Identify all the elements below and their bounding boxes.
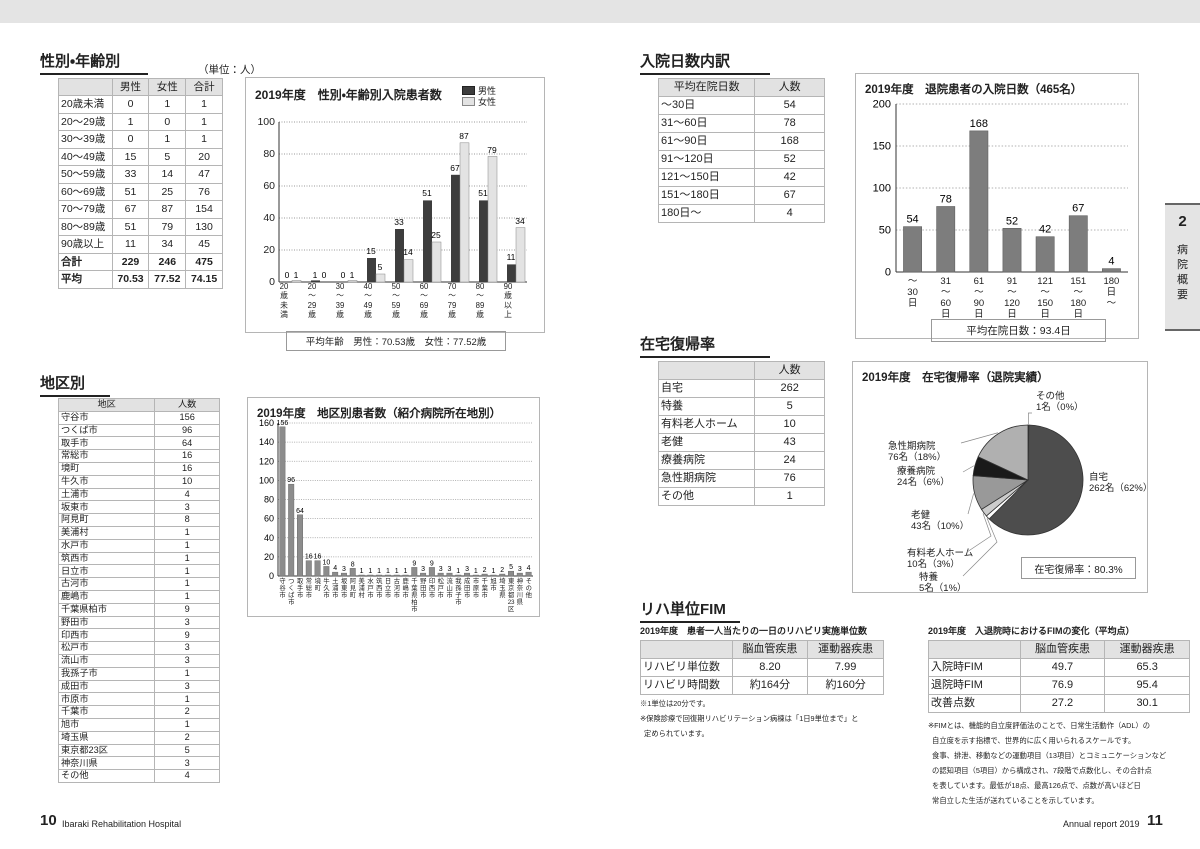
svg-text:64: 64 (296, 508, 304, 515)
svg-text:140: 140 (259, 437, 274, 447)
svg-text:33: 33 (394, 217, 404, 227)
svg-text:3: 3 (439, 566, 443, 573)
svg-text:2: 2 (500, 567, 504, 574)
svg-text:1: 1 (294, 270, 299, 280)
svg-text:3: 3 (465, 566, 469, 573)
svg-text:60: 60 (264, 514, 274, 524)
svg-text:5: 5 (509, 564, 513, 571)
svg-text:9: 9 (430, 560, 434, 567)
svg-text:25: 25 (431, 230, 441, 240)
svg-text:51: 51 (422, 188, 432, 198)
svg-text:1: 1 (313, 270, 318, 280)
svg-text:1: 1 (404, 568, 408, 575)
svg-text:4: 4 (527, 565, 531, 572)
svg-text:1: 1 (474, 568, 478, 575)
svg-text:100: 100 (873, 182, 891, 194)
svg-text:54: 54 (906, 213, 918, 225)
svg-text:60: 60 (263, 180, 275, 192)
svg-text:50: 50 (879, 224, 891, 236)
svg-text:2: 2 (483, 567, 487, 574)
svg-text:5: 5 (378, 262, 383, 272)
svg-text:0: 0 (341, 270, 346, 280)
svg-text:42: 42 (1039, 223, 1051, 235)
svg-text:1: 1 (360, 568, 364, 575)
svg-text:52: 52 (1006, 215, 1018, 227)
svg-text:40: 40 (263, 212, 275, 224)
svg-text:3: 3 (421, 566, 425, 573)
svg-text:100: 100 (257, 116, 275, 128)
svg-text:8: 8 (351, 561, 355, 568)
svg-text:40: 40 (264, 533, 274, 543)
svg-text:14: 14 (403, 247, 413, 257)
svg-text:1: 1 (491, 568, 495, 575)
svg-text:11: 11 (507, 252, 516, 262)
svg-text:168: 168 (970, 117, 988, 129)
svg-text:20: 20 (264, 552, 274, 562)
svg-text:3: 3 (342, 566, 346, 573)
svg-text:100: 100 (259, 475, 274, 485)
svg-text:160: 160 (259, 418, 274, 428)
svg-text:200: 200 (873, 98, 891, 110)
svg-text:16: 16 (305, 554, 313, 561)
svg-text:156: 156 (277, 420, 289, 427)
svg-text:20: 20 (283, 106, 292, 108)
svg-text:4: 4 (1108, 255, 1114, 267)
svg-text:3: 3 (448, 566, 452, 573)
svg-text:78: 78 (940, 193, 952, 205)
svg-text:0: 0 (285, 270, 290, 280)
svg-text:0: 0 (885, 266, 891, 278)
svg-text:96: 96 (287, 477, 295, 484)
svg-text:16: 16 (314, 554, 322, 561)
svg-text:1: 1 (456, 568, 460, 575)
svg-text:1: 1 (368, 568, 372, 575)
svg-text:67: 67 (1072, 202, 1084, 214)
svg-text:150: 150 (873, 140, 891, 152)
svg-text:3: 3 (518, 566, 522, 573)
svg-text:15: 15 (366, 246, 376, 256)
svg-text:20: 20 (263, 244, 275, 256)
svg-text:1: 1 (377, 568, 381, 575)
svg-text:51: 51 (478, 188, 488, 198)
svg-text:80: 80 (263, 148, 275, 160)
svg-text:1: 1 (386, 568, 390, 575)
svg-text:1: 1 (350, 270, 355, 280)
svg-text:0: 0 (322, 270, 327, 280)
svg-text:80: 80 (264, 495, 274, 505)
svg-text:1: 1 (395, 568, 399, 575)
svg-text:34: 34 (515, 216, 525, 226)
svg-text:9: 9 (412, 560, 416, 567)
svg-text:4: 4 (333, 565, 337, 572)
svg-text:0: 0 (269, 571, 274, 581)
svg-text:10: 10 (322, 559, 330, 566)
svg-text:87: 87 (459, 131, 469, 141)
svg-text:79: 79 (487, 145, 497, 155)
svg-text:120: 120 (259, 456, 274, 466)
svg-text:67: 67 (450, 163, 460, 173)
